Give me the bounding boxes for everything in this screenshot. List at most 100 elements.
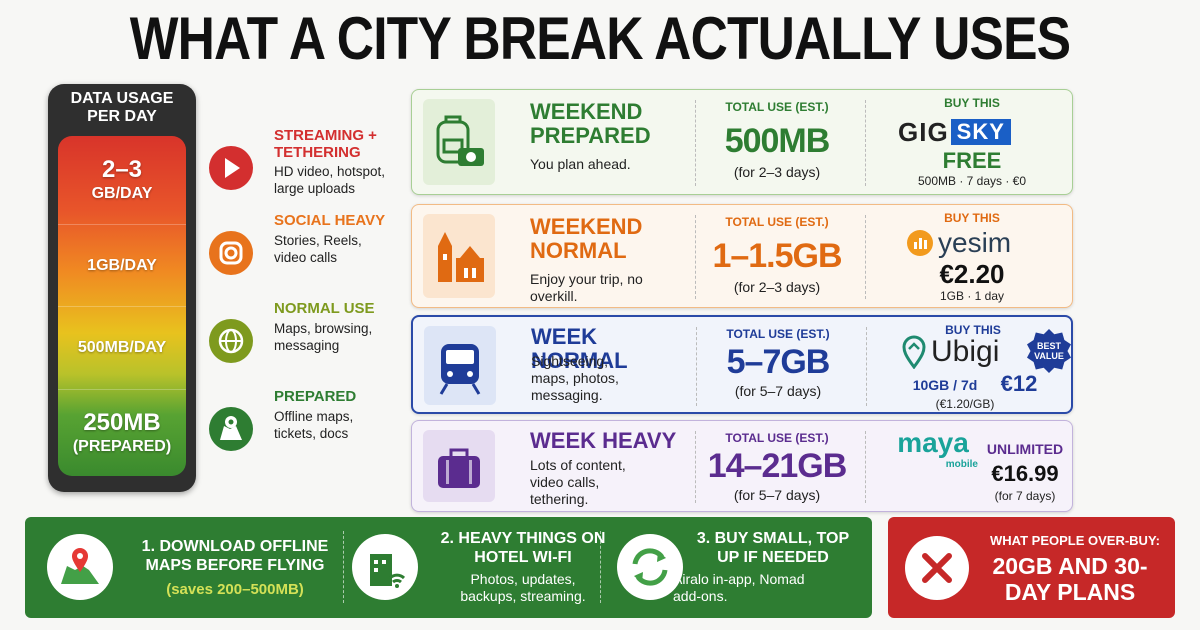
divider [865, 431, 866, 503]
icon [209, 146, 253, 190]
tip-icon [350, 532, 420, 602]
divider [865, 215, 866, 299]
plan-icon [424, 326, 496, 405]
plan-allowance: UNLIMITED [986, 441, 1064, 457]
divider [695, 431, 696, 503]
gauge-level: 2–3 GB/DAY [58, 136, 186, 224]
tip-icon [45, 532, 115, 602]
tip-title: 3. BUY SMALL, TOP UP IF NEEDED [696, 530, 850, 566]
usage-description: Offline maps, tickets, docs [274, 409, 354, 441]
plan-details: (for 7 days) [994, 489, 1056, 503]
overbuy-icon [902, 533, 972, 603]
plan-icon [423, 99, 495, 185]
plan-name: WEEK NORMAL [531, 324, 628, 373]
plan-details: 1GB · 1 day [939, 289, 1005, 303]
icon [209, 407, 253, 451]
title: WHAT A CITY BREAK ACTUALLY USES [129, 5, 1071, 72]
buy-label: BUY THIS [945, 323, 1001, 337]
plan-tagline: Sightseeing, maps, photos, messaging. [531, 353, 619, 403]
plan-card: WEEKEND PREPARED You plan ahead. TOTAL USE… [411, 89, 1073, 195]
usage-description: Stories, Reels, video calls [274, 233, 362, 265]
usage-icon [206, 316, 256, 366]
plan-tagline: Enjoy your trip, no overkill. [530, 271, 643, 304]
gauge-level: 1GB/DAY [58, 224, 186, 306]
plan-card: WEEKEND NORMAL Enjoy your trip, no overki… [411, 204, 1073, 308]
divider [866, 327, 867, 406]
icon [907, 230, 933, 256]
total-label: TOTAL USE (EST.) [725, 215, 829, 229]
brand-text: yesim [938, 227, 1012, 258]
divider [695, 215, 696, 299]
plan-price: €12 [1000, 371, 1038, 396]
plan-total: 5–7GB [726, 343, 831, 381]
usage-icon [206, 143, 256, 193]
usage-title: SOCIAL HEAVY [274, 212, 386, 229]
gauge-level: 250MB (PREPARED) [58, 389, 186, 476]
tip-description: Photos, updates, backups, streaming. [460, 571, 586, 604]
usage-icon [206, 404, 256, 454]
brand-text: maya [897, 427, 969, 458]
total-label: TOTAL USE (EST.) [726, 327, 830, 341]
brand-mark [901, 335, 927, 370]
overbuy-label: WHAT PEOPLE OVER-BUY: [990, 533, 1160, 548]
gauge-level-text: 500MB/DAY [77, 339, 167, 356]
gauge-level: 500MB/DAY [58, 306, 186, 389]
tips-panel: 1. DOWNLOAD OFFLINE MAPS BEFORE FLYING (s… [25, 517, 872, 618]
gauge-level-text: 250MB [83, 409, 161, 436]
usage-title: PREPARED [274, 388, 357, 405]
tip-description: Airalo in-app, Nomad add-ons. [673, 571, 805, 604]
usage-title: NORMAL USE [274, 300, 375, 317]
icon [436, 115, 484, 166]
plan-period: (for 5–7 days) [734, 383, 822, 399]
divider [343, 531, 344, 603]
plan-icon [423, 214, 495, 298]
total-label: TOTAL USE (EST.) [725, 431, 829, 445]
gauge-title: DATA USAGE PER DAY [70, 90, 174, 125]
divider [865, 100, 866, 186]
plan-period: (for 5–7 days) [733, 487, 821, 503]
tip-note: (saves 200–500MB) [166, 581, 304, 598]
icon [617, 534, 683, 600]
gauge-level-text: GB/DAY [91, 185, 153, 202]
plan-tagline: You plan ahead. [530, 156, 631, 172]
brand-text: SKY [950, 119, 1011, 145]
plan-icon [423, 430, 495, 502]
plan-price: FREE [942, 148, 1002, 173]
usage-description: HD video, hotspot, large uploads [274, 164, 386, 196]
brand-text: GIG [898, 116, 949, 147]
icon [47, 534, 113, 600]
total-label: TOTAL USE (EST.) [725, 100, 829, 114]
buy-label: BUY THIS [944, 211, 1000, 225]
brand-text: Ubigi [931, 335, 1000, 368]
gauge-level-text: (PREPARED) [72, 438, 172, 455]
icon [902, 335, 926, 370]
plan-tagline: Lots of content, video calls, tethering. [530, 457, 626, 507]
tip-icon [615, 532, 685, 602]
divider [600, 531, 601, 603]
icon [209, 319, 253, 363]
plan-price: €2.20 [939, 259, 1005, 289]
plan-card: WEEK NORMAL Sightseeing, maps, photos, me… [411, 315, 1073, 414]
divider [696, 327, 697, 406]
brand-logo: GIG SKY [898, 116, 1048, 147]
usage-title: STREAMING + TETHERING [274, 127, 377, 161]
plan-price: €16.99 [991, 461, 1059, 486]
icon [438, 232, 484, 282]
plan-details: 500MB · 7 days · €0 [917, 174, 1027, 188]
plan-name: WEEKEND PREPARED [530, 99, 651, 148]
plan-allowance: 10GB / 7d [912, 377, 978, 393]
plan-period: (for 2–3 days) [733, 164, 821, 180]
usage-description: Maps, browsing, messaging [274, 321, 373, 353]
brand-mark [906, 229, 934, 257]
overbuy-text: 20GB AND 30-DAY PLANS [992, 553, 1148, 605]
plan-total: 14–21GB [707, 447, 848, 485]
plan-details: (€1.20/GB) [935, 397, 995, 411]
icon [209, 231, 253, 275]
overbuy-panel: WHAT PEOPLE OVER-BUY: 20GB AND 30-DAY PLA… [888, 517, 1175, 618]
icon [438, 448, 480, 488]
gauge-tube: 2–3 GB/DAY 1GB/DAY 500MB/DAY 250MB (PREPARED) [58, 136, 186, 476]
usage-icon [206, 228, 256, 278]
plan-total: 1–1.5GB [712, 237, 842, 275]
tip-title: 1. DOWNLOAD OFFLINE MAPS BEFORE FLYING [141, 538, 329, 574]
